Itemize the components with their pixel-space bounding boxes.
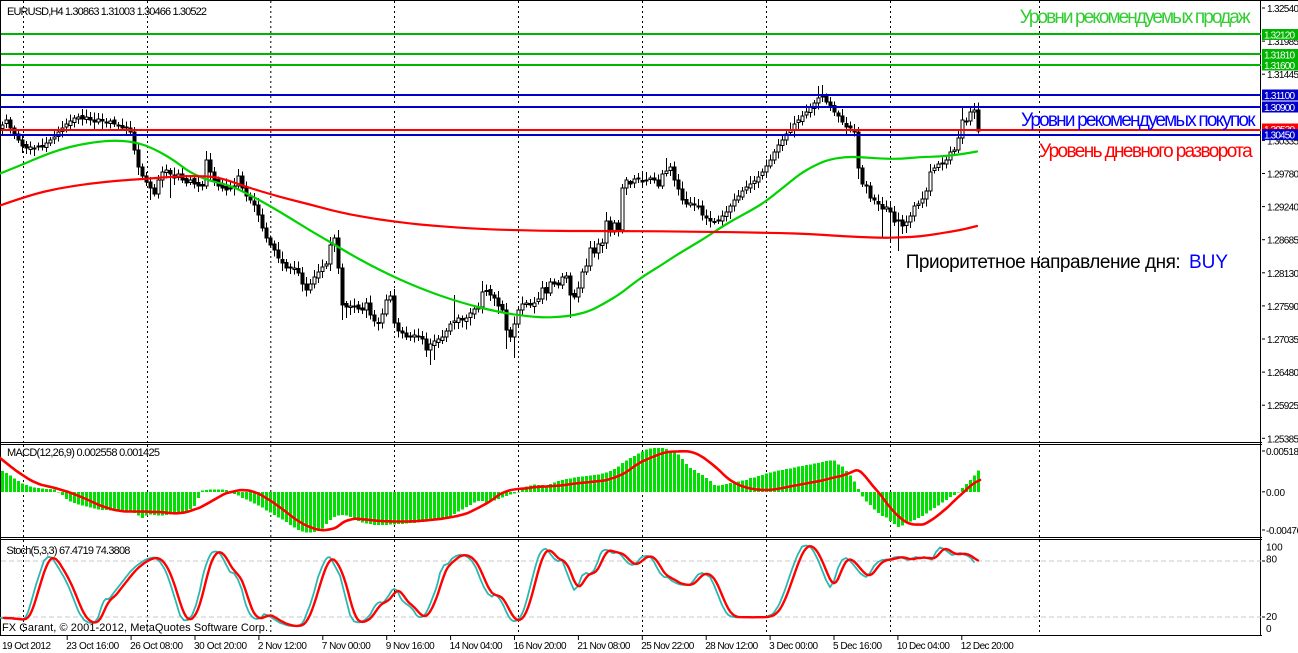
svg-text:Уровни рекомендуемых продаж: Уровни рекомендуемых продаж [1020,7,1251,28]
svg-text:30 Oct 20:00: 30 Oct 20:00 [194,641,247,652]
svg-text:0.00518: 0.00518 [1266,447,1298,458]
svg-text:7 Nov 00:00: 7 Nov 00:00 [322,641,371,652]
svg-text:1.32540: 1.32540 [1267,4,1298,15]
svg-text:3 Dec 00:00: 3 Dec 00:00 [769,641,818,652]
svg-text:80: 80 [1266,555,1278,566]
svg-text:1.27590: 1.27590 [1267,302,1298,313]
svg-text:1.32120: 1.32120 [1264,31,1295,42]
svg-text:Уровни рекомендуемых покупок: Уровни рекомендуемых покупок [1021,110,1256,131]
svg-text:Приоритетное направление дня:: Приоритетное направление дня: [906,252,1181,273]
svg-text:1.31445: 1.31445 [1267,70,1298,81]
svg-text:21 Nov 08:00: 21 Nov 08:00 [577,641,630,652]
svg-text:1.29240: 1.29240 [1267,203,1298,214]
svg-text:Stoch(5,3,3) 67.4719 74.3808: Stoch(5,3,3) 67.4719 74.3808 [6,545,130,557]
svg-text:23 Oct 16:00: 23 Oct 16:00 [66,641,119,652]
svg-text:2 Nov 12:00: 2 Nov 12:00 [258,641,307,652]
svg-text:26 Oct 08:00: 26 Oct 08:00 [130,641,183,652]
svg-text:1.25385: 1.25385 [1267,434,1298,445]
svg-text:1.26480: 1.26480 [1267,368,1298,379]
svg-text:5 Dec 16:00: 5 Dec 16:00 [833,641,882,652]
svg-text:0.00: 0.00 [1266,488,1285,499]
svg-text:20: 20 [1266,612,1278,623]
svg-text:1.31600: 1.31600 [1264,61,1295,72]
svg-text:0: 0 [1266,624,1272,635]
svg-text:14 Nov 04:00: 14 Nov 04:00 [450,641,503,652]
svg-text:10 Dec 04:00: 10 Dec 04:00 [897,641,950,652]
svg-text:1.31810: 1.31810 [1264,51,1295,62]
svg-text:100: 100 [1266,543,1283,554]
svg-text:9 Nov 16:00: 9 Nov 16:00 [386,641,435,652]
svg-text:MACD(12,26,9) 0.002558 0.00142: MACD(12,26,9) 0.002558 0.001425 [7,447,160,459]
svg-text:1.31985: 1.31985 [1267,37,1298,48]
svg-text:16 Nov 20:00: 16 Nov 20:00 [514,641,567,652]
svg-text:1.30450: 1.30450 [1264,131,1295,142]
svg-text:1.30900: 1.30900 [1264,103,1295,114]
svg-text:1.28685: 1.28685 [1267,236,1298,247]
svg-text:1.27035: 1.27035 [1267,335,1298,346]
svg-text:BUY: BUY [1189,252,1228,273]
svg-text:1.31100: 1.31100 [1264,91,1295,102]
svg-text:1.30335: 1.30335 [1267,136,1298,147]
svg-text:1.25925: 1.25925 [1267,401,1298,412]
svg-text:-0.00476: -0.00476 [1266,526,1298,537]
svg-text:25 Nov 22:00: 25 Nov 22:00 [641,641,694,652]
svg-text:1.28130: 1.28130 [1267,269,1298,280]
svg-text:Уровень дневного разворота: Уровень дневного разворота [1039,141,1253,162]
svg-text:1.29780: 1.29780 [1267,170,1298,181]
svg-text:FX Garant, © 2001-2012, MetaQu: FX Garant, © 2001-2012, MetaQuotes Softw… [2,622,268,634]
svg-text:28 Nov 12:00: 28 Nov 12:00 [705,641,758,652]
svg-text:12 Dec 20:00: 12 Dec 20:00 [961,641,1014,652]
svg-text:19 Oct 2012: 19 Oct 2012 [2,641,51,652]
svg-text:EURUSD,H4 1.30863 1.31003 1.3: EURUSD,H4 1.30863 1.31003 1.30466 1.3052… [7,6,207,18]
